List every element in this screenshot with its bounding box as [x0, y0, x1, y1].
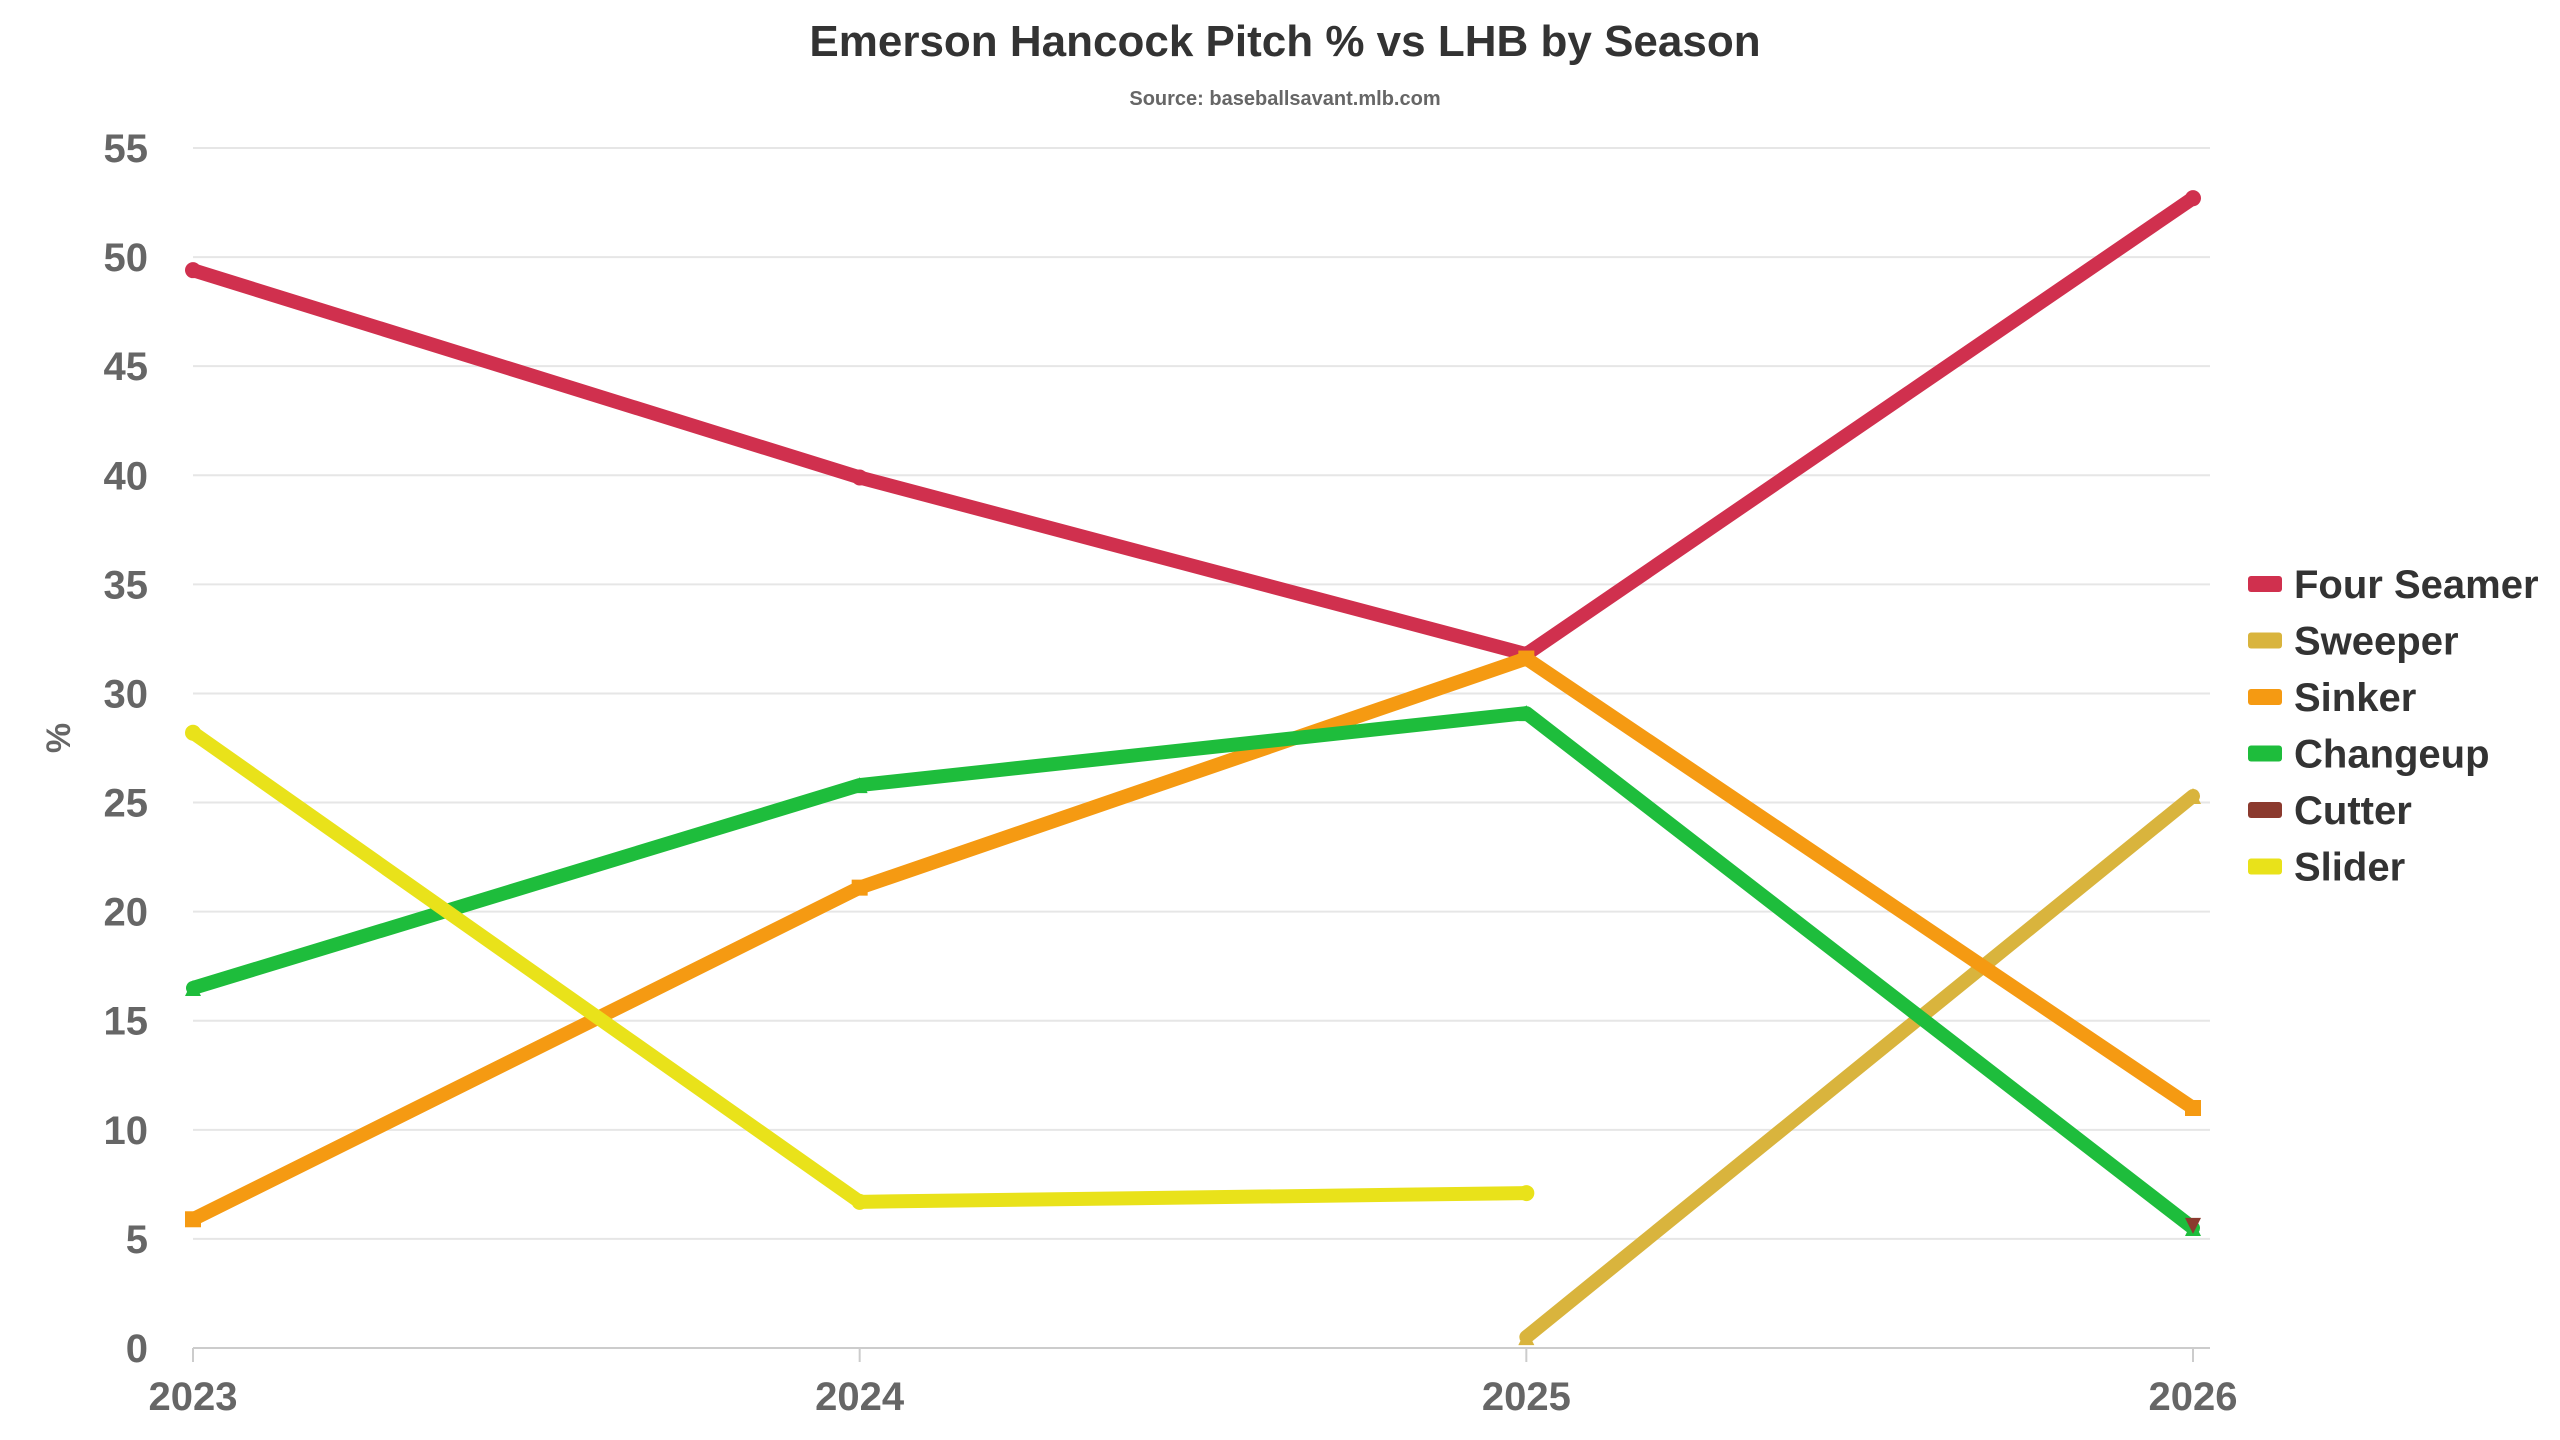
series-four-seamer — [185, 190, 2201, 663]
y-tick-label: 45 — [104, 345, 149, 389]
x-axis-ticks: 2023 2024 2025 2026 — [149, 1348, 2238, 1419]
four-seamer-point — [851, 469, 868, 486]
sweeper-point — [2185, 788, 2201, 804]
gridlines — [193, 147, 2210, 1349]
x-tick-label: 2025 — [1482, 1375, 1571, 1419]
series-sinker — [185, 650, 2201, 1228]
sinker-point — [851, 879, 868, 896]
legend-item-sweeper[interactable]: Sweeper — [2248, 620, 2459, 664]
y-tick-label: 5 — [126, 1218, 148, 1262]
y-tick-label: 30 — [104, 672, 149, 716]
legend-item-sinker[interactable]: Sinker — [2248, 676, 2416, 720]
legend-swatch — [2248, 745, 2282, 762]
y-tick-label: 40 — [104, 454, 149, 498]
series-lines — [185, 190, 2201, 1346]
legend-swatch — [2248, 632, 2282, 649]
legend-item-four-seamer[interactable]: Four Seamer — [2248, 563, 2539, 607]
legend-label: Sweeper — [2294, 620, 2459, 664]
legend-swatch — [2248, 858, 2282, 875]
y-tick-label: 55 — [104, 127, 149, 171]
chart-title: Emerson Hancock Pitch % vs LHB by Season — [809, 17, 1760, 66]
legend-label: Slider — [2294, 846, 2405, 890]
legend-item-cutter[interactable]: Cutter — [2248, 789, 2412, 833]
series-sweeper — [1518, 788, 2201, 1346]
x-tick-label: 2023 — [149, 1375, 238, 1419]
changeup-point — [185, 980, 201, 996]
series-line-sweeper — [1519, 789, 2200, 1345]
legend-item-slider[interactable]: Slider — [2248, 846, 2405, 890]
y-tick-label: 35 — [104, 563, 149, 607]
changeup-point — [1518, 705, 1535, 722]
y-tick-label: 0 — [126, 1327, 148, 1371]
series-slider — [185, 724, 1535, 1210]
series-line-changeup — [186, 706, 2200, 1235]
slider-point — [185, 724, 201, 741]
y-axis-title: % — [40, 723, 78, 753]
y-tick-label: 15 — [104, 1000, 149, 1044]
series-line-sinker — [186, 651, 2200, 1227]
legend-item-changeup[interactable]: Changeup — [2248, 733, 2490, 777]
series-line-four-seamer — [186, 191, 2200, 662]
legend-label: Sinker — [2294, 676, 2416, 720]
legend-label: Changeup — [2294, 733, 2490, 777]
legend-label: Cutter — [2294, 789, 2412, 833]
y-axis-ticks: 0 5 10 15 20 25 30 35 40 45 50 55 — [104, 127, 149, 1371]
y-tick-label: 50 — [104, 236, 149, 280]
slider-point — [851, 1193, 868, 1210]
y-tick-label: 25 — [104, 782, 149, 826]
changeup-point — [851, 777, 868, 794]
four-seamer-point — [2185, 190, 2201, 207]
y-tick-label: 20 — [104, 891, 149, 935]
series-cutter — [2185, 1217, 2201, 1234]
legend-swatch — [2248, 576, 2282, 592]
legend: Four Seamer Sweeper Sinker Changeup Cutter Sl… — [2248, 563, 2539, 890]
cutter-point — [2185, 1217, 2201, 1234]
series-changeup — [185, 705, 2201, 1236]
slider-point — [1518, 1185, 1535, 1202]
sinker-point — [2185, 1100, 2201, 1116]
sinker-point — [1518, 650, 1535, 667]
sinker-point — [185, 1211, 201, 1228]
sweeper-point — [1518, 1329, 1535, 1346]
legend-swatch — [2248, 802, 2282, 818]
legend-label: Four Seamer — [2294, 563, 2539, 607]
chart-subtitle: Source: baseballsavant.mlb.com — [1129, 88, 1440, 110]
y-tick-label: 10 — [104, 1109, 149, 1153]
x-tick-label: 2026 — [2149, 1375, 2238, 1419]
legend-swatch — [2248, 689, 2282, 705]
four-seamer-point — [185, 262, 201, 279]
x-tick-label: 2024 — [815, 1375, 905, 1419]
